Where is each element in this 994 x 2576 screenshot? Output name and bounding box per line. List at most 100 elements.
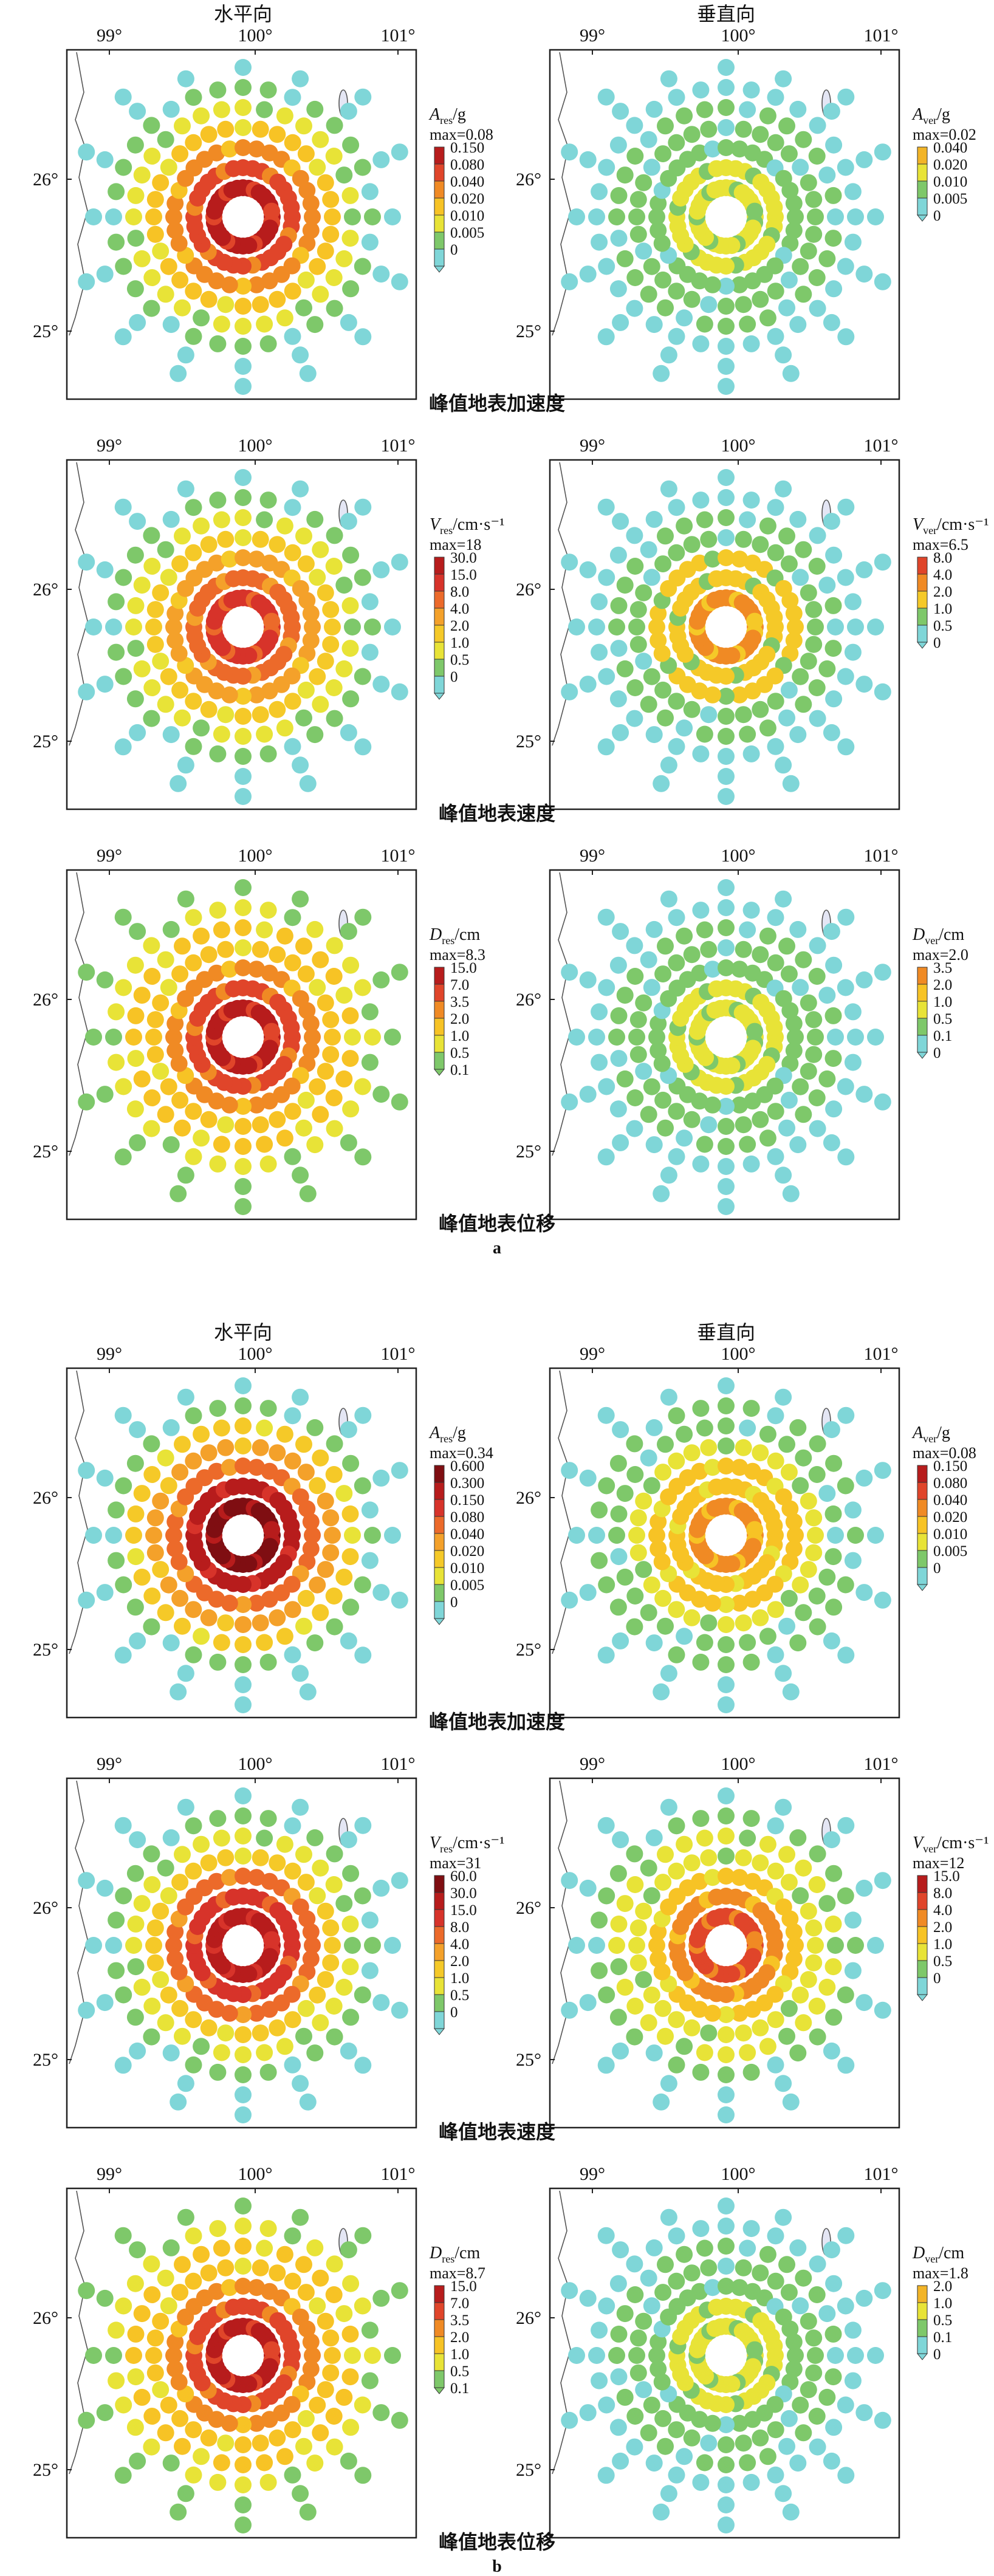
station-dot bbox=[635, 1902, 653, 1920]
station-dot bbox=[248, 140, 266, 158]
station-dot bbox=[668, 2056, 685, 2074]
station-dot bbox=[780, 965, 798, 983]
colorbar-level: 0.040 bbox=[450, 174, 484, 190]
lat-tick-label: 26° bbox=[516, 1898, 541, 1918]
station-dot bbox=[778, 299, 795, 317]
station-dot bbox=[160, 159, 177, 176]
lat-tick-label: 26° bbox=[516, 1488, 541, 1508]
station-dot bbox=[654, 271, 672, 289]
station-dot bbox=[696, 511, 713, 529]
station-dot bbox=[85, 1937, 102, 1954]
station-dot bbox=[143, 558, 161, 575]
station-dot bbox=[162, 100, 180, 118]
station-dot bbox=[780, 681, 798, 699]
station-dot bbox=[609, 136, 627, 154]
colorbar-segment bbox=[917, 146, 928, 165]
station-dot bbox=[78, 683, 95, 701]
station-dot bbox=[160, 1477, 177, 1495]
station-dot bbox=[299, 2093, 317, 2111]
station-dot bbox=[344, 618, 361, 635]
station-dot bbox=[235, 1807, 252, 1824]
station-dot bbox=[309, 1477, 326, 1495]
station-dot bbox=[317, 1561, 334, 1578]
station-dot bbox=[874, 964, 891, 981]
station-dot bbox=[342, 1598, 360, 1616]
station-dot bbox=[795, 541, 812, 558]
colorbar-legend: Vres/cm·s⁻¹max=3160.030.015.08.04.02.01.… bbox=[430, 1834, 505, 2035]
station-dot bbox=[668, 1452, 685, 1470]
station-dot bbox=[143, 527, 160, 544]
station-dot bbox=[657, 527, 674, 545]
station-dot bbox=[209, 2063, 227, 2081]
station-dot bbox=[185, 1817, 202, 1835]
station-dot bbox=[640, 541, 657, 558]
station-dot bbox=[718, 1198, 735, 1215]
station-dot bbox=[718, 59, 735, 76]
station-dot bbox=[78, 1093, 95, 1111]
station-dot bbox=[341, 1915, 359, 1933]
station-dot bbox=[217, 1614, 235, 1632]
station-dot bbox=[775, 1798, 792, 1816]
station-dot bbox=[235, 1868, 252, 1885]
station-dot bbox=[292, 480, 309, 498]
station-dot bbox=[628, 1527, 645, 1544]
station-dot bbox=[650, 1042, 667, 1060]
station-dot bbox=[317, 1902, 334, 1920]
station-dot bbox=[792, 2396, 809, 2414]
station-dot bbox=[718, 509, 735, 526]
station-dot bbox=[742, 81, 760, 99]
station-dot bbox=[162, 2454, 180, 2472]
legend-variable: A bbox=[911, 1423, 924, 1442]
station-dot bbox=[213, 2454, 230, 2472]
legend-title: Aver/g bbox=[911, 105, 950, 126]
legend-subscript: ver bbox=[923, 1843, 937, 1855]
station-dot bbox=[235, 2086, 252, 2103]
station-dot bbox=[391, 2411, 408, 2429]
station-dot bbox=[263, 1023, 281, 1040]
station-dot bbox=[657, 2027, 674, 2045]
station-dot bbox=[789, 1136, 807, 1154]
colorbar-segment bbox=[917, 1550, 928, 1568]
station-dot bbox=[668, 134, 685, 151]
station-dot bbox=[193, 2038, 210, 2055]
station-dot bbox=[837, 979, 854, 996]
station-dot bbox=[185, 1407, 202, 1425]
station-dot bbox=[384, 618, 401, 635]
station-dot bbox=[657, 299, 674, 317]
station-dot bbox=[657, 1617, 674, 1635]
station-dot bbox=[781, 1002, 799, 1019]
colorbar-level: 4.0 bbox=[933, 1902, 952, 1919]
colorbar-segment bbox=[917, 591, 928, 609]
station-dot bbox=[800, 1063, 817, 1080]
station-dot bbox=[384, 1527, 401, 1544]
station-dot bbox=[342, 2419, 360, 2436]
station-dot bbox=[213, 725, 230, 743]
station-dot bbox=[235, 1158, 252, 1175]
station-dot bbox=[759, 2448, 776, 2465]
station-dot bbox=[795, 1449, 812, 1467]
colorbar-segment bbox=[434, 984, 445, 1002]
station-dot bbox=[718, 2046, 735, 2063]
station-dot bbox=[767, 134, 784, 151]
station-dot bbox=[166, 605, 184, 622]
station-dot bbox=[612, 2452, 629, 2470]
station-dot bbox=[855, 1879, 873, 1897]
station-dot bbox=[143, 1876, 161, 1893]
station-dot bbox=[795, 2014, 812, 2032]
station-dot bbox=[766, 1019, 783, 1036]
legend-variable: D bbox=[912, 2244, 925, 2263]
station-dot bbox=[312, 2014, 329, 2032]
station-dot bbox=[825, 1454, 843, 1472]
station-dot bbox=[855, 1584, 873, 1601]
station-dot bbox=[805, 191, 823, 208]
station-dot bbox=[626, 1120, 643, 1137]
station-dot bbox=[609, 956, 627, 974]
station-dot bbox=[837, 2227, 855, 2244]
station-dot bbox=[143, 300, 160, 317]
station-dot bbox=[326, 2028, 343, 2046]
colorbar-segment bbox=[434, 248, 445, 267]
station-dot bbox=[683, 701, 701, 718]
station-dot bbox=[185, 2272, 202, 2290]
station-dot bbox=[700, 530, 718, 548]
